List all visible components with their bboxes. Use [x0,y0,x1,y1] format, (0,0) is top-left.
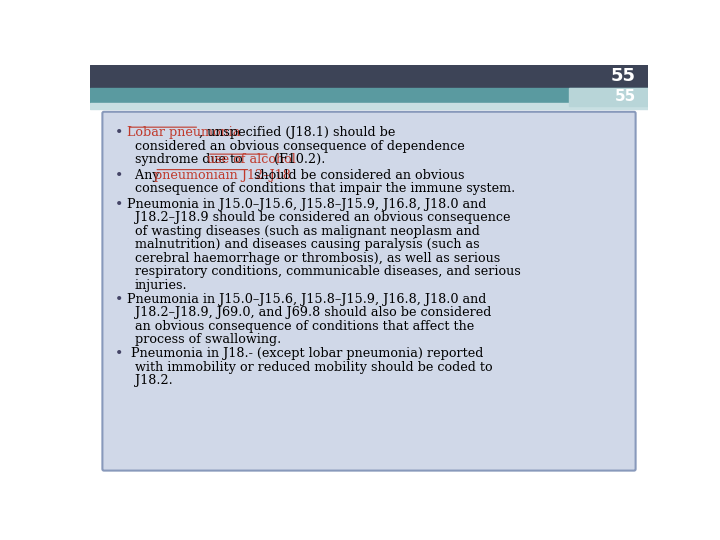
Text: considered an obvious consequence of dependence: considered an obvious consequence of dep… [135,140,464,153]
Text: consequence of conditions that impair the immune system.: consequence of conditions that impair th… [135,183,516,195]
Text: syndrome due to: syndrome due to [135,153,247,166]
Text: •: • [114,198,123,212]
Text: 55: 55 [614,89,636,104]
Text: 55: 55 [611,68,636,85]
Bar [569,88,648,106]
Text: malnutrition) and diseases causing paralysis (such as: malnutrition) and diseases causing paral… [135,238,480,251]
Text: Any: Any [127,169,164,182]
Text: •: • [114,169,123,183]
Text: cerebral haemorrhage or thrombosis), as well as serious: cerebral haemorrhage or thrombosis), as … [135,252,500,265]
Text: J18.2–J18.9, J69.0, and J69.8 should also be considered: J18.2–J18.9, J69.0, and J69.8 should als… [135,306,491,319]
Text: •: • [114,347,123,361]
Bar [90,65,648,88]
Text: J18.2–J18.9 should be considered an obvious consequence: J18.2–J18.9 should be considered an obvi… [135,211,510,224]
FancyBboxPatch shape [102,112,636,470]
Text: Pneumonia in J18.- (except lobar pneumonia) reported: Pneumonia in J18.- (except lobar pneumon… [127,347,484,360]
Text: Pneumonia in J15.0–J15.6, J15.8–J15.9, J16.8, J18.0 and: Pneumonia in J15.0–J15.6, J15.8–J15.9, J… [127,293,487,306]
Text: use of alcohol: use of alcohol [207,153,296,166]
Text: (F10.2).: (F10.2). [270,153,325,166]
Text: respiratory conditions, communicable diseases, and serious: respiratory conditions, communicable dis… [135,265,521,278]
Text: pneumoniain J12–J18: pneumoniain J12–J18 [154,169,291,182]
Text: •: • [114,293,123,307]
Text: injuries.: injuries. [135,279,188,292]
Text: with immobility or reduced mobility should be coded to: with immobility or reduced mobility shou… [135,361,492,374]
Text: should be considered an obvious: should be considered an obvious [251,169,465,182]
Text: Pneumonia in J15.0–J15.6, J15.8–J15.9, J16.8, J18.0 and: Pneumonia in J15.0–J15.6, J15.8–J15.9, J… [127,198,487,211]
Text: process of swallowing.: process of swallowing. [135,333,282,346]
Bar [90,88,648,103]
Text: of wasting diseases (such as malignant neoplasm and: of wasting diseases (such as malignant n… [135,225,480,238]
Text: , unspecified (J18.1) should be: , unspecified (J18.1) should be [199,126,396,139]
Text: Lobar pneumonia: Lobar pneumonia [127,126,240,139]
Text: •: • [114,126,123,140]
Text: an obvious consequence of conditions that affect the: an obvious consequence of conditions tha… [135,320,474,333]
Text: J18.2.: J18.2. [135,374,173,387]
Bar [90,103,648,110]
